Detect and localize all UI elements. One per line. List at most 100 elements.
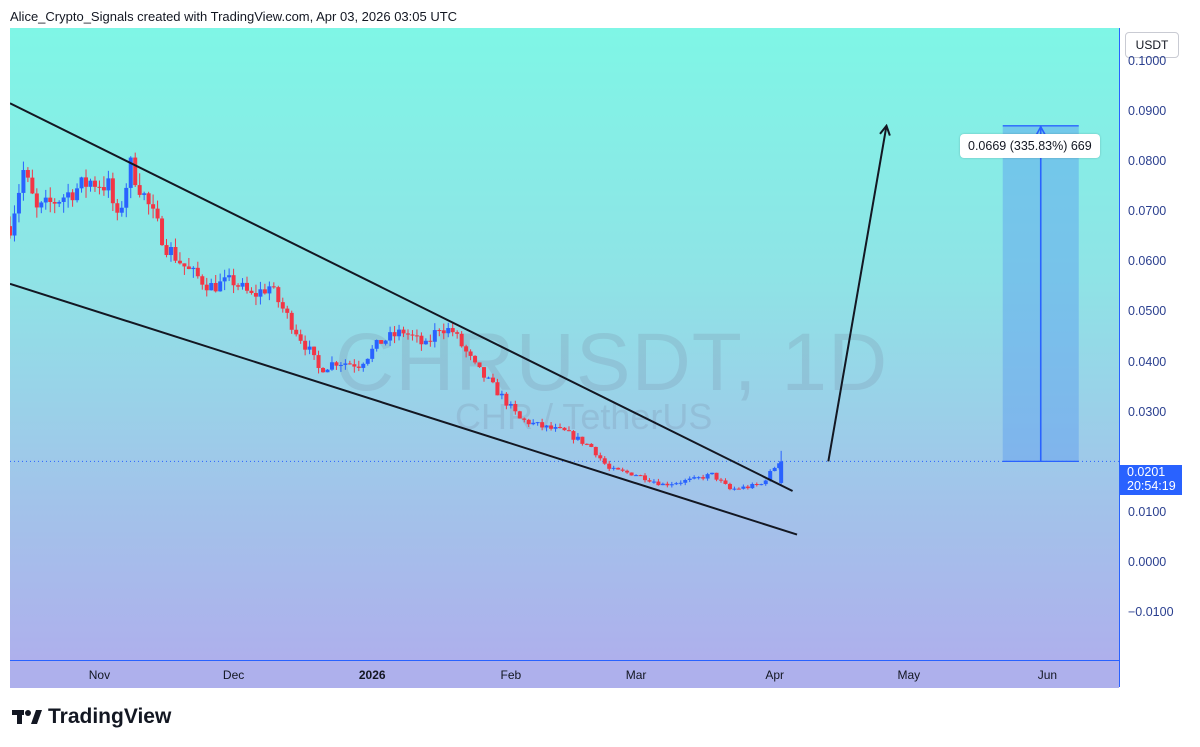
time-tick-label: Feb	[500, 668, 522, 682]
chart-pane[interactable]: CHRUSDT, 1D CHR / TetherUS 0.0669 (335.8…	[10, 28, 1119, 660]
candle-body	[115, 203, 120, 213]
candle-body	[262, 289, 267, 294]
candle-body	[334, 362, 339, 366]
candle-body	[195, 267, 200, 277]
candle-body	[683, 480, 688, 483]
candle-body	[741, 486, 746, 489]
candle-body	[307, 346, 312, 350]
candle-body	[625, 470, 630, 473]
candle-body	[356, 366, 361, 368]
candle-body	[410, 334, 415, 336]
candle-body	[128, 157, 133, 188]
candle-body	[450, 328, 455, 333]
candle-body	[526, 419, 531, 425]
candle-body	[164, 245, 169, 256]
bar-countdown: 20:54:19	[1127, 479, 1176, 493]
time-tick-label: Apr	[765, 668, 785, 682]
candle-body	[678, 482, 683, 484]
price-tick-label: 0.0700	[1128, 204, 1167, 219]
candle-body	[25, 170, 30, 178]
candle-body	[651, 481, 656, 483]
candle-body	[213, 283, 218, 292]
candle-body	[616, 467, 621, 470]
candle-body-last	[779, 461, 784, 483]
candle-body	[101, 187, 106, 191]
candle-body	[701, 477, 706, 479]
candle-body	[441, 330, 446, 334]
candle-body	[607, 463, 612, 469]
candle-body	[177, 260, 182, 264]
candle-body	[553, 427, 558, 429]
candle-body	[736, 488, 741, 490]
price-axis[interactable]: USDT 0.1000 0.0900 0.0800 0.0700 0.0600 0.050…	[1119, 28, 1191, 687]
candle-body	[692, 477, 697, 479]
candle-body	[146, 193, 151, 205]
candle-body	[558, 427, 563, 429]
candle-body	[490, 377, 495, 383]
time-tick-label: 2026	[358, 668, 386, 682]
candle-body	[258, 289, 263, 297]
candle-body	[513, 404, 518, 412]
tradingview-logo-icon	[12, 710, 42, 724]
candle-body	[137, 185, 142, 195]
currency-selector[interactable]: USDT	[1125, 32, 1179, 58]
candle-body	[499, 393, 504, 396]
candle-body	[423, 340, 428, 345]
candle-body	[719, 479, 724, 481]
candle-body	[620, 469, 625, 471]
candle-body	[562, 427, 567, 431]
candle-body	[325, 369, 330, 373]
time-tick-label: Nov	[88, 668, 111, 682]
candle-body	[473, 355, 478, 363]
candle-body	[723, 480, 728, 484]
time-tick-label: May	[897, 668, 921, 682]
wedge-trendline-upper	[10, 102, 794, 492]
candle-body	[549, 425, 554, 429]
candle-body	[477, 362, 482, 368]
candle-body	[397, 329, 402, 337]
candle-body	[84, 177, 89, 187]
candle-body	[705, 474, 710, 479]
price-chart	[10, 102, 1119, 536]
candle-body	[347, 363, 352, 365]
candle-body	[253, 292, 258, 297]
time-axis[interactable]: Nov Dec 2026 Feb Mar Apr May Jun	[10, 660, 1119, 688]
candle-body	[468, 351, 473, 356]
candle-body	[52, 202, 57, 204]
candle-body	[209, 283, 214, 291]
candle-body	[106, 178, 111, 191]
candle-body	[12, 213, 17, 236]
price-tick-label: 0.0100	[1128, 505, 1167, 520]
candle-body	[276, 287, 281, 303]
candle-body	[245, 282, 250, 291]
candle-body	[732, 488, 737, 490]
candle-body	[280, 302, 285, 309]
candle-body	[321, 367, 326, 373]
candle-body	[294, 329, 299, 335]
candle-body	[504, 393, 509, 406]
candle-body	[674, 483, 679, 485]
candle-body	[48, 197, 53, 203]
candle-body	[710, 472, 715, 475]
candle-body	[508, 404, 513, 406]
candle-body	[124, 187, 129, 208]
candle-body	[589, 443, 594, 447]
candle-body	[745, 486, 750, 489]
price-tick-label: 0.0000	[1128, 555, 1167, 570]
candle-body	[191, 267, 196, 270]
candle-body	[401, 329, 406, 334]
candle-body	[97, 186, 102, 188]
candle-body	[142, 193, 147, 195]
price-tick-label: 0.0300	[1128, 404, 1167, 419]
candle-body	[39, 202, 44, 208]
candle-body	[10, 226, 12, 236]
candle-body	[57, 201, 62, 204]
candle-body	[593, 446, 598, 456]
candle-body	[374, 340, 379, 349]
candle-body	[580, 436, 585, 444]
candle-body	[634, 475, 639, 477]
candle-body	[647, 480, 652, 482]
candle-body	[419, 335, 424, 345]
candle-body	[750, 484, 755, 489]
candle-body	[285, 308, 290, 313]
